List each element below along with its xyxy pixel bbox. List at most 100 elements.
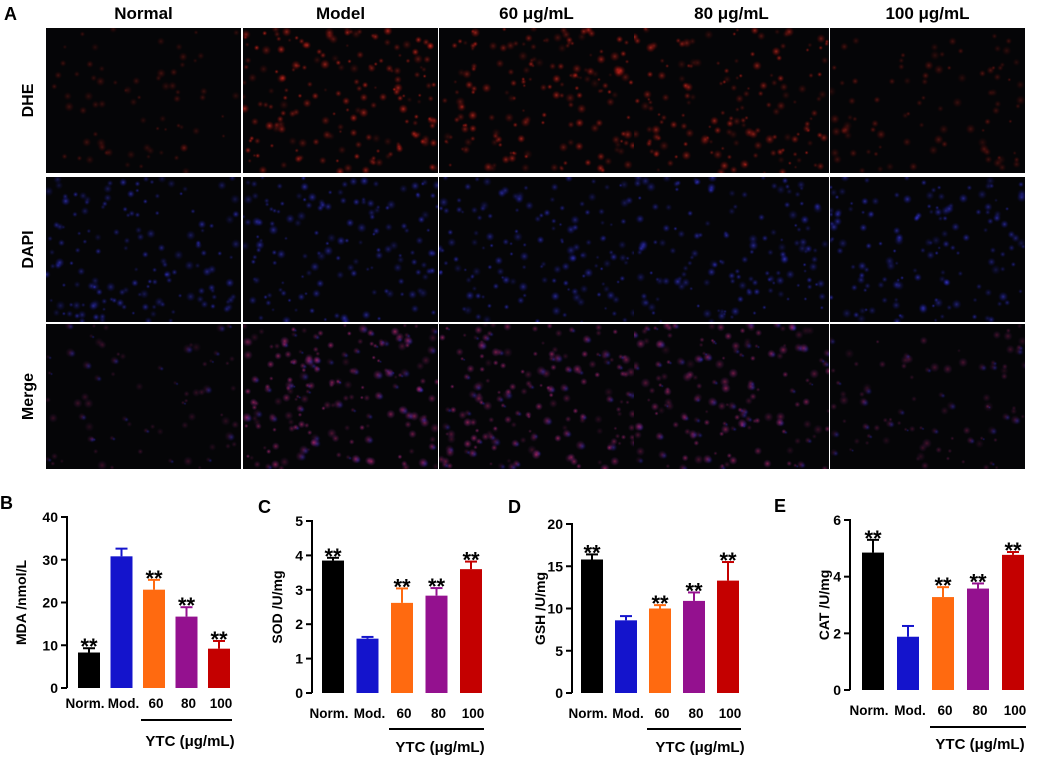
panel-letter: E	[774, 496, 786, 516]
column-header: Normal	[114, 4, 173, 23]
panel-letter: C	[258, 497, 271, 517]
bar-80	[967, 588, 989, 690]
micrograph-blue-4	[830, 177, 1025, 322]
y-tick-label: 6	[833, 512, 841, 528]
micrograph-blue-0	[46, 177, 241, 322]
micrograph-blue-2	[439, 177, 634, 322]
panel-letter: B	[0, 493, 13, 513]
column-header: 100 μg/mL	[885, 4, 969, 23]
category-label: 60	[396, 706, 411, 721]
bar-60	[932, 597, 954, 690]
y-tick-label: 0	[833, 682, 841, 698]
y-axis-label: CAT /U/mg	[816, 570, 832, 641]
row-label: Merge	[20, 373, 37, 420]
y-axis-label: MDA /nmol/L	[13, 560, 29, 645]
y-tick-label: 20	[42, 595, 58, 611]
chart-c: C 0 1 2 3 4 5 SOD /U/mg ** Norm. Mod. ** 60 ** 80 ** 100…	[258, 497, 485, 756]
micrograph-blue-3	[634, 177, 829, 322]
significance-marker: **	[145, 566, 163, 591]
row-labels: DHE DAPI Merge	[20, 83, 37, 420]
bar-mod	[356, 638, 379, 693]
significance-marker: **	[934, 573, 952, 598]
micrograph-red-0	[46, 28, 241, 173]
significance-marker: **	[719, 548, 737, 573]
bar-mod	[615, 620, 637, 693]
column-header: 80 μg/mL	[694, 4, 769, 23]
column-headers: Normal Model 60 μg/mL 80 μg/mL 100 μg/mL	[114, 4, 969, 23]
significance-marker: **	[393, 574, 411, 599]
significance-marker: **	[969, 569, 987, 594]
bar-norm	[581, 559, 603, 693]
bar-norm	[322, 560, 344, 693]
y-tick-label: 0	[50, 680, 58, 696]
row-label: DAPI	[20, 230, 37, 268]
y-tick-label: 0	[295, 685, 303, 701]
category-label: 80	[181, 696, 196, 711]
bar-mod	[897, 636, 919, 690]
y-tick-label: 15	[547, 558, 563, 574]
category-label: Norm.	[65, 696, 104, 711]
bar-norm	[78, 652, 100, 688]
micrograph-blue-1	[243, 177, 438, 322]
significance-marker: **	[1004, 538, 1022, 563]
y-tick-label: 30	[42, 552, 58, 568]
significance-marker: **	[428, 574, 446, 599]
micrograph-merge-1	[243, 324, 438, 469]
micrograph-red-1	[243, 28, 438, 173]
y-axis-label: GSH /U/mg	[532, 572, 548, 645]
category-label: 80	[431, 706, 446, 721]
category-label: Mod.	[612, 706, 644, 721]
y-tick-label: 10	[42, 637, 58, 653]
micrograph-red-3	[634, 28, 829, 173]
y-tick-label: 1	[295, 651, 303, 667]
y-tick-label: 4	[833, 569, 841, 585]
significance-marker: **	[651, 591, 669, 616]
significance-marker: **	[685, 578, 703, 603]
category-label: 100	[719, 706, 742, 721]
panel-a-micrographs: A Normal Model 60 μg/mL 80 μg/mL 100 μg/mL D…	[4, 4, 1025, 469]
category-label: 80	[688, 706, 703, 721]
y-tick-label: 2	[295, 616, 303, 632]
bar-100	[717, 580, 739, 693]
significance-marker: **	[210, 627, 228, 652]
group-label: YTC (μg/mL)	[935, 736, 1024, 753]
y-tick-label: 5	[555, 643, 563, 659]
bar-60	[649, 608, 671, 693]
bar-80	[683, 600, 705, 693]
group-label: YTC (μg/mL)	[655, 739, 744, 756]
bar-100	[1002, 554, 1024, 690]
y-tick-label: 4	[295, 547, 303, 563]
category-label: Mod.	[894, 703, 926, 718]
y-tick-label: 5	[295, 513, 303, 529]
significance-marker: **	[864, 526, 882, 551]
significance-marker: **	[178, 593, 196, 618]
category-label: 60	[937, 703, 952, 718]
panel-a-letter: A	[4, 4, 17, 24]
row-label: DHE	[20, 83, 37, 117]
y-tick-label: 3	[295, 582, 303, 598]
bar-100	[460, 569, 482, 693]
category-label: 60	[654, 706, 669, 721]
category-label: 80	[972, 703, 987, 718]
micrograph-merge-2	[439, 324, 634, 469]
bar-norm	[862, 552, 884, 690]
significance-marker: **	[462, 548, 480, 573]
bar-80	[425, 595, 448, 693]
micrograph-merge-0	[46, 324, 241, 469]
category-label: Mod.	[108, 696, 140, 711]
micrograph-merge-4	[830, 324, 1025, 469]
micrograph-merge-3	[634, 324, 829, 469]
panel-letter: D	[508, 497, 521, 517]
category-label: 100	[462, 706, 485, 721]
category-label: Norm.	[568, 706, 607, 721]
y-tick-label: 40	[42, 509, 58, 525]
group-label: YTC (μg/mL)	[145, 733, 234, 750]
y-tick-label: 0	[555, 685, 563, 701]
micrograph-red-4	[830, 28, 1025, 173]
bar-100	[208, 648, 230, 688]
bar-60	[391, 602, 413, 693]
y-tick-label: 2	[833, 625, 841, 641]
bar-80	[175, 616, 198, 688]
